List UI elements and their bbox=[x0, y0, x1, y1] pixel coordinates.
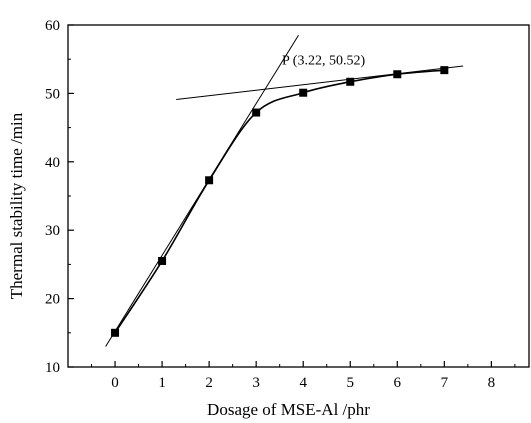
tangent-lines bbox=[105, 34, 464, 347]
x-tick-label: 7 bbox=[441, 375, 449, 391]
data-markers bbox=[111, 66, 449, 337]
x-tick-label: 6 bbox=[394, 375, 402, 391]
data-point bbox=[158, 256, 167, 265]
data-series bbox=[114, 69, 445, 334]
annotation-label: P (3.22, 50.52) bbox=[282, 54, 365, 69]
ticks bbox=[68, 24, 516, 368]
y-tick-label: 60 bbox=[45, 18, 60, 34]
y-tick-label: 30 bbox=[45, 223, 60, 239]
tick-labels: 0 1 2 3 4 5 6 7 8 10 20 30 40 50 60 bbox=[45, 18, 495, 391]
y-tick-label: 10 bbox=[45, 360, 60, 376]
data-point bbox=[205, 176, 214, 185]
x-tick-label: 4 bbox=[299, 375, 307, 391]
y-tick-label: 20 bbox=[45, 292, 60, 308]
axes bbox=[67, 24, 530, 368]
x-tick-label: 5 bbox=[346, 375, 354, 391]
x-tick-label: 8 bbox=[488, 375, 496, 391]
data-point bbox=[393, 70, 402, 79]
plot-frame bbox=[67, 24, 530, 368]
tangent-line bbox=[176, 65, 464, 101]
data-point bbox=[111, 328, 120, 337]
series-line bbox=[114, 69, 445, 334]
x-axis-title: Dosage of MSE-Al /phr bbox=[207, 400, 370, 419]
x-tick-label: 2 bbox=[205, 375, 213, 391]
y-tick-label: 50 bbox=[45, 86, 60, 102]
data-point bbox=[299, 88, 308, 97]
x-tick-label: 0 bbox=[111, 375, 119, 391]
x-tick-label: 3 bbox=[252, 375, 260, 391]
data-point bbox=[252, 108, 261, 117]
data-point bbox=[440, 66, 449, 75]
data-point bbox=[346, 77, 355, 86]
y-axis-title: Thermal stability time /min bbox=[7, 112, 26, 299]
x-tick-label: 1 bbox=[158, 375, 166, 391]
y-tick-label: 40 bbox=[45, 155, 60, 171]
